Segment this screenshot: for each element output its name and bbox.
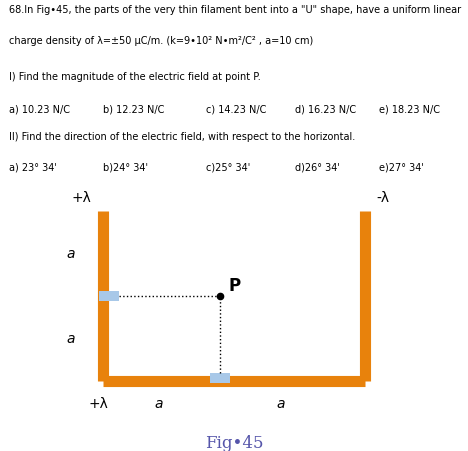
Text: I) Find the magnitude of the electric field at point P.: I) Find the magnitude of the electric fi…	[9, 72, 261, 82]
Text: 68.In Fig•45, the parts of the very thin filament bent into a "U" shape, have a : 68.In Fig•45, the parts of the very thin…	[9, 5, 461, 15]
Text: -λ: -λ	[377, 191, 390, 205]
Text: +λ: +λ	[72, 191, 91, 205]
Text: a) 10.23 N/C: a) 10.23 N/C	[9, 105, 70, 115]
Text: +λ: +λ	[88, 397, 108, 411]
Bar	[210, 373, 230, 383]
Text: e) 18.23 N/C: e) 18.23 N/C	[379, 105, 440, 115]
Text: a) 23° 34': a) 23° 34'	[9, 162, 57, 172]
Text: a: a	[66, 331, 74, 345]
Text: e)27° 34': e)27° 34'	[379, 162, 424, 172]
Text: d)26° 34': d)26° 34'	[295, 162, 340, 172]
Text: a: a	[277, 397, 285, 411]
Text: c) 14.23 N/C: c) 14.23 N/C	[206, 105, 266, 115]
Text: charge density of λ=±50 μC/m. (k=9•10² N•m²/C² , a=10 cm): charge density of λ=±50 μC/m. (k=9•10² N…	[9, 36, 314, 46]
Bar	[99, 291, 119, 301]
Text: Fig•45: Fig•45	[205, 435, 263, 451]
Text: b)24° 34': b)24° 34'	[103, 162, 148, 172]
Text: b) 12.23 N/C: b) 12.23 N/C	[103, 105, 164, 115]
Text: II) Find the direction of the electric field, with respect to the horizontal.: II) Find the direction of the electric f…	[9, 132, 356, 142]
Text: a: a	[155, 397, 163, 411]
Text: c)25° 34': c)25° 34'	[206, 162, 250, 172]
Text: P: P	[228, 277, 241, 295]
Text: a: a	[66, 247, 74, 261]
Text: d) 16.23 N/C: d) 16.23 N/C	[295, 105, 356, 115]
